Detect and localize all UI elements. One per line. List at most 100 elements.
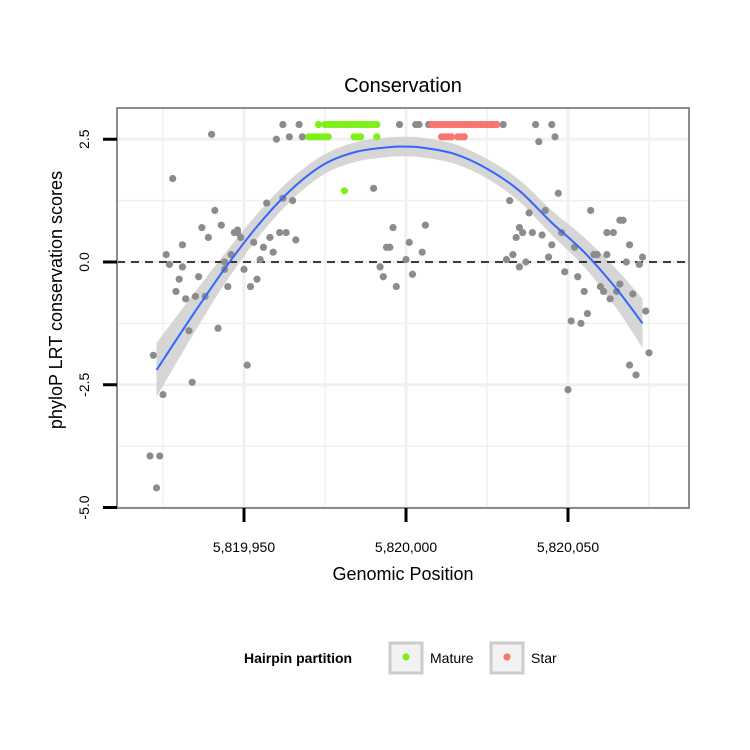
point-other [159, 390, 167, 399]
point-other [609, 228, 617, 237]
smooth-fit-line [155, 145, 644, 371]
point-other [237, 233, 245, 242]
point-other [208, 130, 216, 138]
point-other [253, 275, 261, 283]
point-other [279, 120, 287, 129]
point-mature [373, 120, 381, 129]
point-other [162, 251, 170, 259]
y-tick-label: 0.0 [76, 252, 92, 272]
point-other [603, 228, 611, 237]
point-other [292, 236, 300, 244]
legend-item-mature: Mature [388, 641, 474, 675]
panel-border [116, 107, 690, 509]
point-mature [324, 133, 332, 141]
point-other [512, 233, 520, 242]
point-other [603, 251, 611, 259]
point-other [593, 251, 601, 259]
point-other [282, 228, 290, 237]
point-other [259, 243, 268, 251]
point-other [635, 260, 643, 269]
point-other [532, 120, 540, 129]
point-mature [357, 133, 365, 141]
point-other [198, 224, 206, 232]
point-other [370, 184, 378, 192]
point-other [583, 309, 592, 318]
point-other [421, 221, 430, 229]
point-other [622, 258, 630, 266]
point-other [408, 270, 417, 278]
point-other [149, 351, 157, 359]
point-other [645, 349, 653, 357]
point-other [561, 268, 569, 276]
point-other [642, 307, 650, 315]
point-other [178, 241, 187, 249]
legend-dot-mature [402, 653, 410, 661]
point-other [418, 248, 426, 256]
point-other [402, 255, 410, 264]
point-other [285, 133, 293, 141]
point-other [233, 226, 242, 234]
point-other [169, 174, 177, 183]
point-other [629, 290, 637, 298]
point-mature [373, 133, 381, 141]
point-other [246, 282, 255, 291]
point-other [392, 282, 400, 291]
point-other [528, 228, 536, 237]
point-other [638, 253, 647, 261]
point-other [548, 120, 556, 129]
point-other [240, 265, 248, 273]
point-other [551, 133, 559, 141]
point-other [195, 273, 203, 281]
point-other [564, 386, 572, 394]
point-other [606, 295, 614, 303]
point-mature [340, 187, 349, 195]
legend-dot-star [503, 653, 511, 661]
point-other [535, 138, 543, 146]
legend-label-star: Star [531, 650, 557, 666]
point-other [289, 197, 297, 205]
point-other [554, 189, 562, 197]
point-other [625, 361, 634, 369]
legend-title: Hairpin partition [244, 650, 352, 666]
point-other [395, 120, 404, 129]
point-other [295, 120, 303, 129]
point-other [389, 224, 397, 232]
point-mature [314, 120, 323, 129]
x-tick-label: 5,819,950 [213, 539, 275, 555]
point-other [276, 228, 284, 237]
point-other [499, 120, 507, 129]
point-other [263, 199, 271, 207]
point-other [538, 231, 546, 239]
point-other [405, 238, 413, 246]
point-other [574, 273, 582, 281]
point-other [214, 324, 222, 332]
legend: Hairpin partition Mature Star [244, 641, 557, 675]
point-other [619, 216, 627, 224]
point-other [191, 292, 199, 300]
point-other [548, 241, 556, 249]
data-points [146, 120, 653, 492]
point-other [172, 287, 180, 296]
y-tick-label: -5.0 [76, 495, 92, 519]
point-other [272, 135, 280, 143]
point-other [379, 273, 387, 281]
point-other [386, 243, 394, 251]
point-other [600, 287, 608, 296]
legend-item-star: Star [489, 641, 557, 675]
point-other [376, 263, 384, 271]
point-other [266, 233, 274, 242]
point-other [178, 263, 187, 271]
point-other [211, 206, 219, 215]
chart-title: Conservation [344, 75, 462, 97]
point-other [146, 452, 154, 460]
point-other [224, 282, 232, 291]
point-other [522, 258, 530, 266]
point-other [269, 248, 277, 256]
point-other [250, 238, 258, 246]
point-other [502, 255, 511, 264]
point-other [632, 371, 640, 379]
point-star [447, 133, 455, 141]
y-axis-title: phyloP LRT conservation scores [46, 171, 66, 429]
point-other [156, 452, 164, 460]
